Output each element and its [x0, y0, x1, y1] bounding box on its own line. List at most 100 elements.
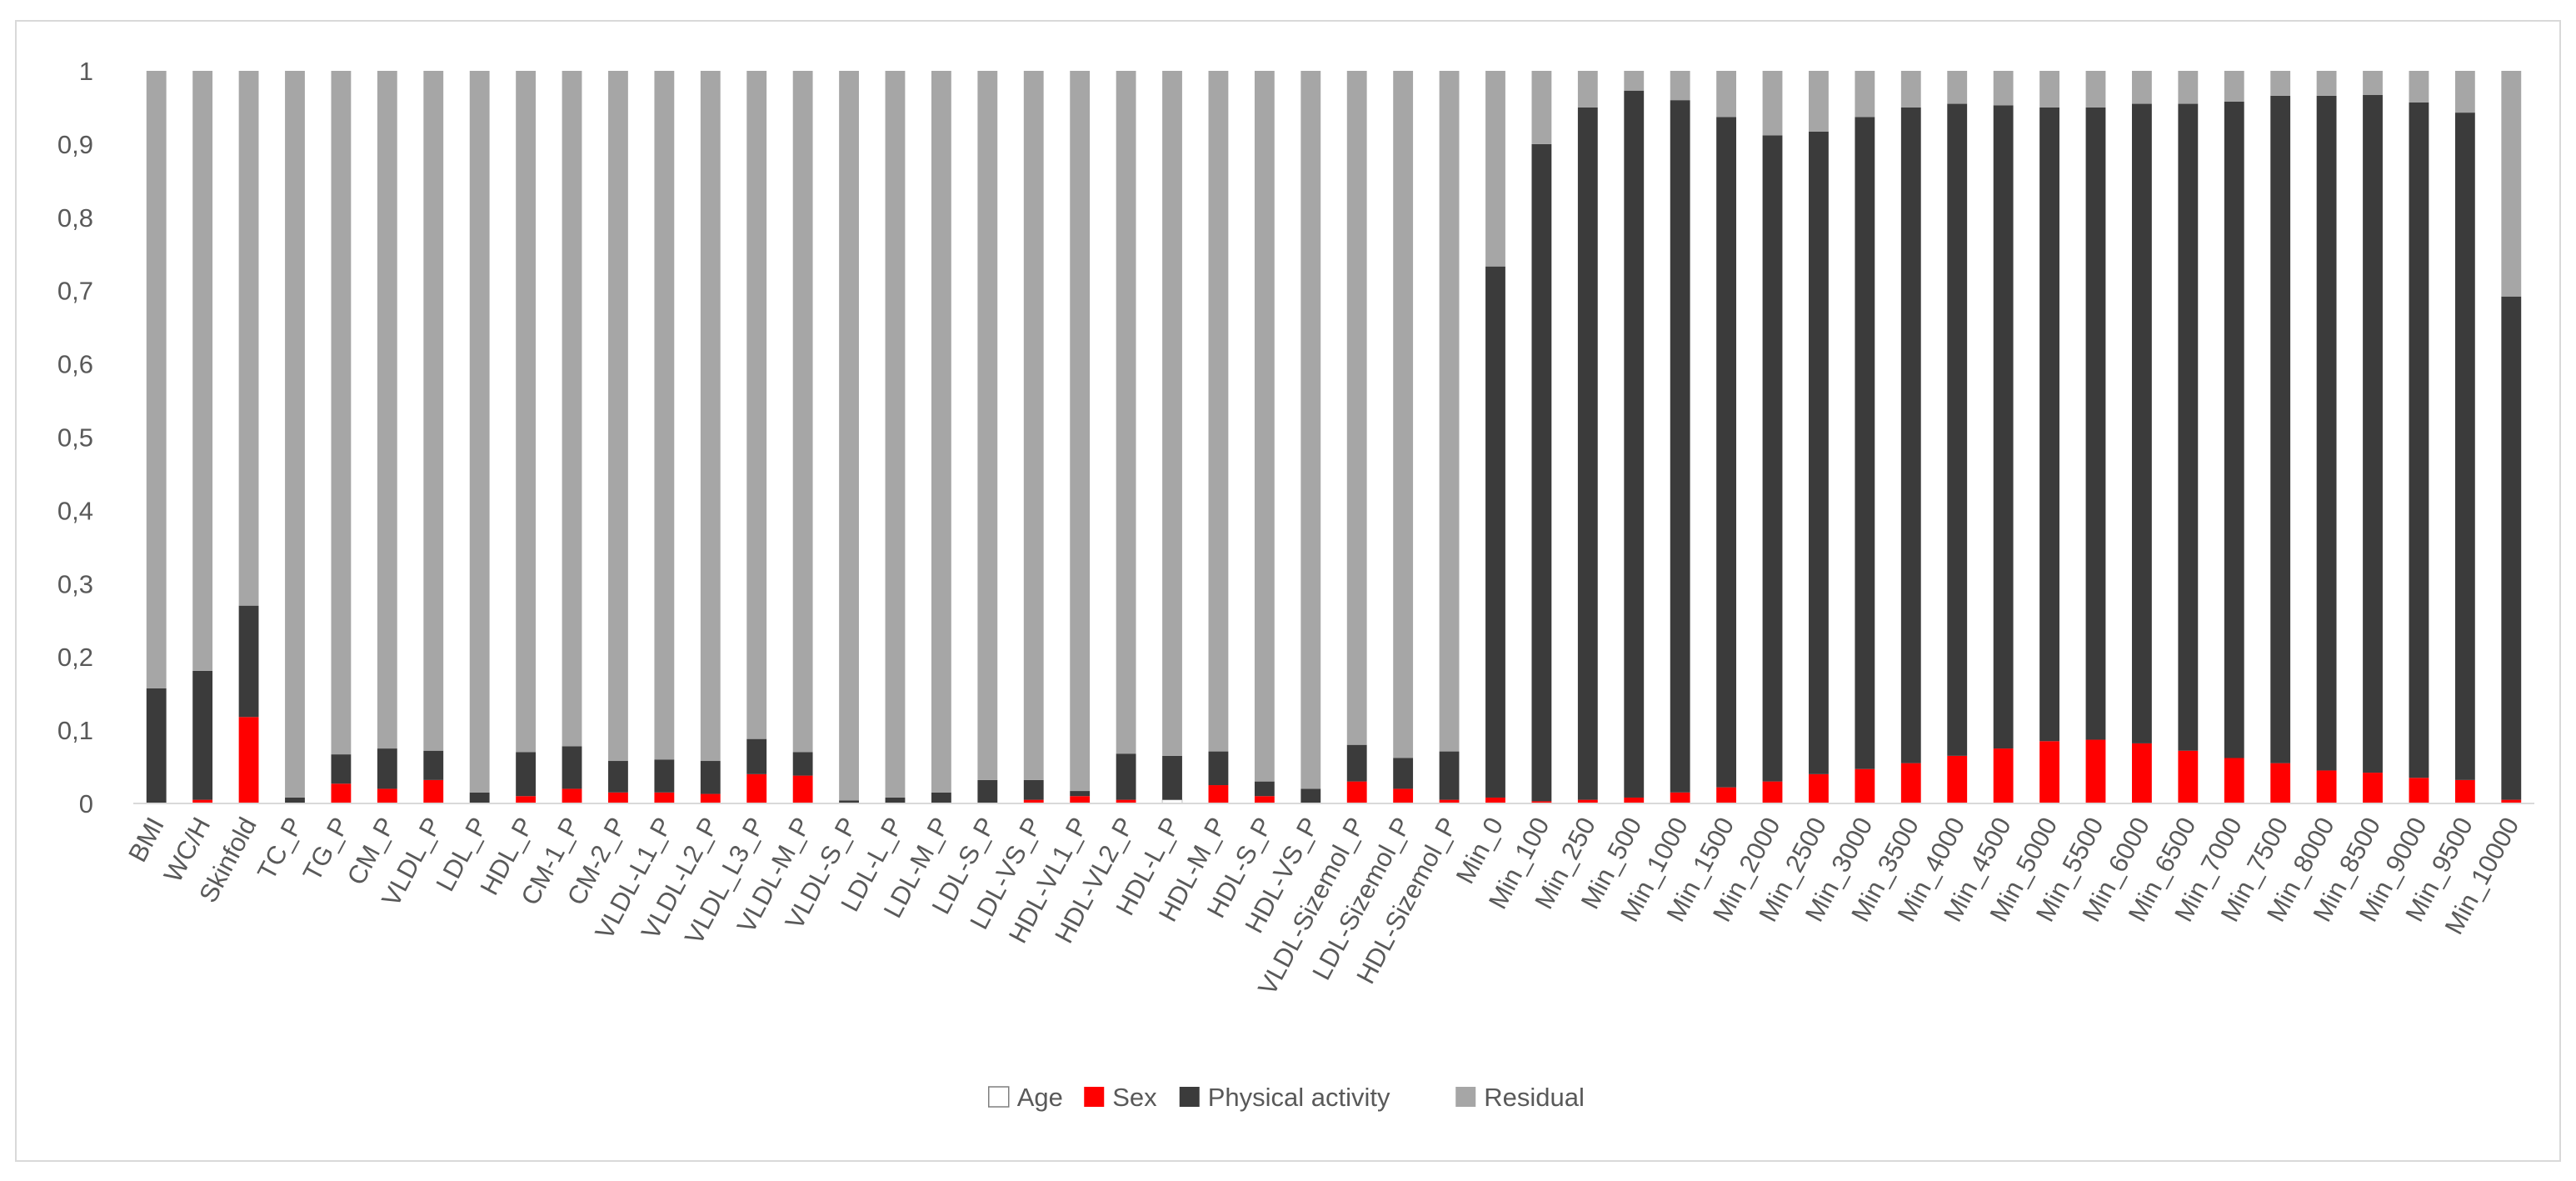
bar-segment	[2454, 71, 2475, 113]
bar-segment	[2085, 71, 2106, 108]
y-tick-label: 0,6	[57, 350, 93, 379]
bar-segment	[146, 71, 167, 688]
bar-segment	[654, 759, 675, 793]
bar-segment	[238, 717, 259, 803]
y-tick-label: 0,2	[57, 643, 93, 672]
bar-segment	[2270, 763, 2291, 803]
bar-segment	[2131, 103, 2152, 743]
bar-segment	[1855, 768, 1875, 803]
bar-segment	[1531, 801, 1552, 803]
legend-label: Age	[1017, 1083, 1063, 1112]
bar-segment	[562, 788, 582, 803]
bar-segment	[1208, 785, 1229, 803]
legend: Age Sex Physical activity Residual	[988, 1083, 1585, 1112]
bar-segment	[192, 71, 213, 671]
bar-segment	[1809, 131, 1829, 774]
y-tick-label: 0	[79, 789, 93, 818]
bar-segment	[516, 71, 537, 753]
bar-segment	[1116, 71, 1136, 754]
bar-segment	[746, 71, 767, 739]
bar-segment	[1993, 748, 2014, 803]
bar-segment	[2316, 71, 2337, 96]
legend-swatch	[1455, 1087, 1476, 1107]
bar-segment	[2085, 107, 2106, 740]
bar-segment	[1208, 751, 1229, 786]
bar-segment	[423, 750, 444, 780]
bar-segment	[1485, 797, 1505, 803]
bar-segment	[1162, 71, 1182, 756]
bar-segment	[792, 752, 813, 776]
bar-segment	[377, 71, 397, 749]
bar-segment	[331, 754, 352, 784]
bar-segment	[2501, 296, 2522, 800]
bar-segment	[1900, 763, 1921, 803]
bar-segment	[1577, 71, 1598, 108]
bar-segment	[562, 71, 582, 747]
bar-segment	[1485, 266, 1505, 798]
bar-segment	[1070, 791, 1091, 797]
bar-segment	[2039, 741, 2059, 803]
bar-segment	[423, 779, 444, 803]
legend-swatch	[988, 1086, 1010, 1108]
bar-segment	[1162, 755, 1182, 800]
bar-segment	[1947, 103, 1968, 756]
bar-segment	[1254, 796, 1275, 803]
bar-segment	[1900, 71, 1921, 108]
bar-segment	[377, 748, 397, 789]
bar-segment	[1670, 100, 1690, 793]
bar-segment	[2409, 778, 2429, 803]
legend-label: Physical activity	[1208, 1083, 1390, 1112]
bar-segment	[608, 761, 628, 793]
stacked-bar-chart: 00,10,20,30,40,50,60,70,80,91BMIWC/HSkin…	[57, 57, 2534, 1112]
bar-segment	[238, 605, 259, 718]
bar-segment	[1624, 90, 1645, 798]
bar-segment	[885, 797, 906, 803]
bar-segment	[1716, 787, 1737, 803]
bar-segment	[469, 792, 490, 803]
bar-segment	[2501, 71, 2522, 297]
bar-segment	[2085, 739, 2106, 803]
bar-segment	[1439, 799, 1460, 803]
bar-segment	[1855, 71, 1875, 118]
bar-segment	[2454, 113, 2475, 780]
bar-segment	[1023, 71, 1044, 780]
bar-segment	[1254, 781, 1275, 797]
bar-segment	[1670, 71, 1690, 101]
bar-segment	[331, 783, 352, 803]
bar-segment	[700, 71, 721, 762]
bar-segment	[2270, 71, 2291, 96]
legend-label: Residual	[1484, 1083, 1585, 1112]
bar-segment	[1254, 71, 1275, 782]
legend-label: Sex	[1112, 1083, 1157, 1112]
bar-segment	[885, 71, 906, 798]
bar-segment	[2039, 107, 2059, 742]
bar-segment	[1716, 117, 1737, 788]
bar-segment	[562, 746, 582, 789]
chart-frame: 0 0,1 0,2 0,3 0,4 0,5 0,6 0,7 0,8 0,9 1 BMI WC/H Skin…	[15, 20, 2561, 1162]
bar-segment	[1116, 799, 1136, 803]
y-tick-label: 0,3	[57, 569, 93, 598]
bar-segment	[792, 775, 813, 803]
legend-swatch	[1179, 1087, 1200, 1107]
bar-segment	[423, 71, 444, 751]
bar-segment	[1762, 135, 1783, 782]
bar-segment	[2409, 102, 2429, 778]
bar-segment	[700, 761, 721, 794]
bar-segment	[192, 670, 213, 800]
bar-segment	[1023, 799, 1044, 803]
bar-segment	[2316, 95, 2337, 771]
bar-segment	[1993, 105, 2014, 749]
bar-segment	[2316, 770, 2337, 803]
bar-segment	[1485, 71, 1505, 267]
bar-segment	[2039, 71, 2059, 108]
bar-segment	[2178, 71, 2199, 104]
y-tick-label: 1	[79, 57, 93, 86]
bar-segment	[2178, 103, 2199, 751]
bar-segment	[285, 797, 305, 803]
bar-segment	[1116, 753, 1136, 800]
bar-segment	[931, 71, 951, 793]
bar-segment	[1346, 71, 1367, 745]
y-tick-label: 0,9	[57, 130, 93, 159]
y-tick-label: 0,5	[57, 423, 93, 453]
bar-segment	[1855, 117, 1875, 769]
